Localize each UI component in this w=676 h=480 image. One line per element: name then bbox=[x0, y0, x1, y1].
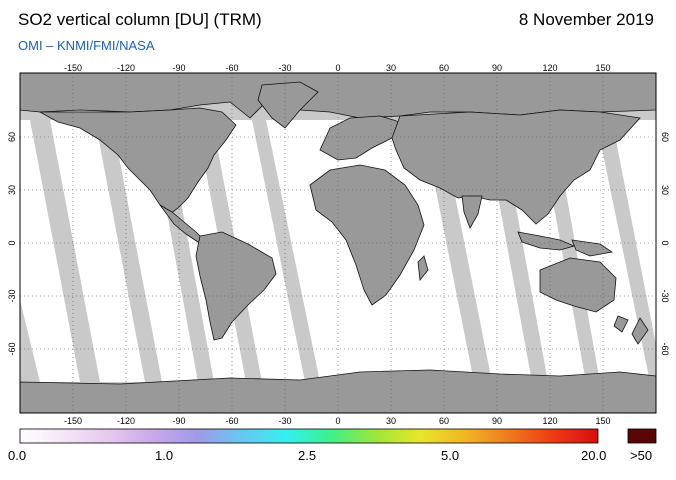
lat-label-right: -30 bbox=[660, 289, 670, 302]
colorbar-label: 20.0 bbox=[581, 448, 607, 463]
lon-label-bottom: 30 bbox=[386, 416, 396, 426]
lat-label-left: 0 bbox=[7, 240, 17, 245]
lat-label-left: -30 bbox=[7, 289, 17, 302]
colorbar-label: 5.0 bbox=[441, 448, 460, 463]
lat-label-right: 30 bbox=[660, 185, 670, 195]
lon-label-bottom: -30 bbox=[278, 416, 291, 426]
lon-label-top: 60 bbox=[439, 63, 449, 73]
data-source: OMI – KNMI/FMI/NASA bbox=[18, 38, 155, 53]
lon-label-bottom: 0 bbox=[335, 416, 340, 426]
colorbar bbox=[19, 428, 599, 444]
lon-label-top: -30 bbox=[278, 63, 291, 73]
colorbar-overflow-label: >50 bbox=[630, 448, 653, 463]
lon-label-top: 150 bbox=[595, 63, 610, 73]
graticule bbox=[20, 73, 656, 413]
greenland bbox=[257, 81, 319, 129]
lat-label-right: 60 bbox=[660, 132, 670, 142]
map-frame bbox=[19, 72, 657, 414]
lon-label-bottom: -90 bbox=[172, 416, 185, 426]
colorbar-overflow-swatch bbox=[627, 428, 657, 444]
map-title: SO2 vertical column [DU] (TRM) bbox=[18, 10, 262, 29]
colorbar-label: 0.0 bbox=[8, 448, 27, 463]
lon-label-bottom: 60 bbox=[439, 416, 449, 426]
lon-label-bottom: 150 bbox=[595, 416, 610, 426]
lon-label-top: -120 bbox=[117, 63, 135, 73]
lon-label-bottom: 90 bbox=[492, 416, 502, 426]
lat-label-left: -60 bbox=[7, 342, 17, 355]
lat-label-left: 60 bbox=[7, 132, 17, 142]
lon-label-bottom: 120 bbox=[542, 416, 557, 426]
colorbar-label: 1.0 bbox=[155, 448, 174, 463]
map-date: 8 November 2019 bbox=[518, 10, 654, 29]
lat-label-right: 0 bbox=[660, 240, 670, 245]
lon-label-top: -150 bbox=[64, 63, 82, 73]
lat-label-left: 30 bbox=[7, 185, 17, 195]
lon-label-top: 120 bbox=[542, 63, 557, 73]
lat-label-right: -60 bbox=[660, 342, 670, 355]
lon-label-top: 90 bbox=[492, 63, 502, 73]
lon-label-bottom: -120 bbox=[117, 416, 135, 426]
lon-label-bottom: -150 bbox=[64, 416, 82, 426]
lon-label-top: -60 bbox=[225, 63, 238, 73]
lon-label-bottom: -60 bbox=[225, 416, 238, 426]
lon-label-top: -90 bbox=[172, 63, 185, 73]
lon-label-top: 30 bbox=[386, 63, 396, 73]
land-masses bbox=[20, 73, 656, 413]
colorbar-label: 2.5 bbox=[298, 448, 317, 463]
lon-label-top: 0 bbox=[335, 63, 340, 73]
